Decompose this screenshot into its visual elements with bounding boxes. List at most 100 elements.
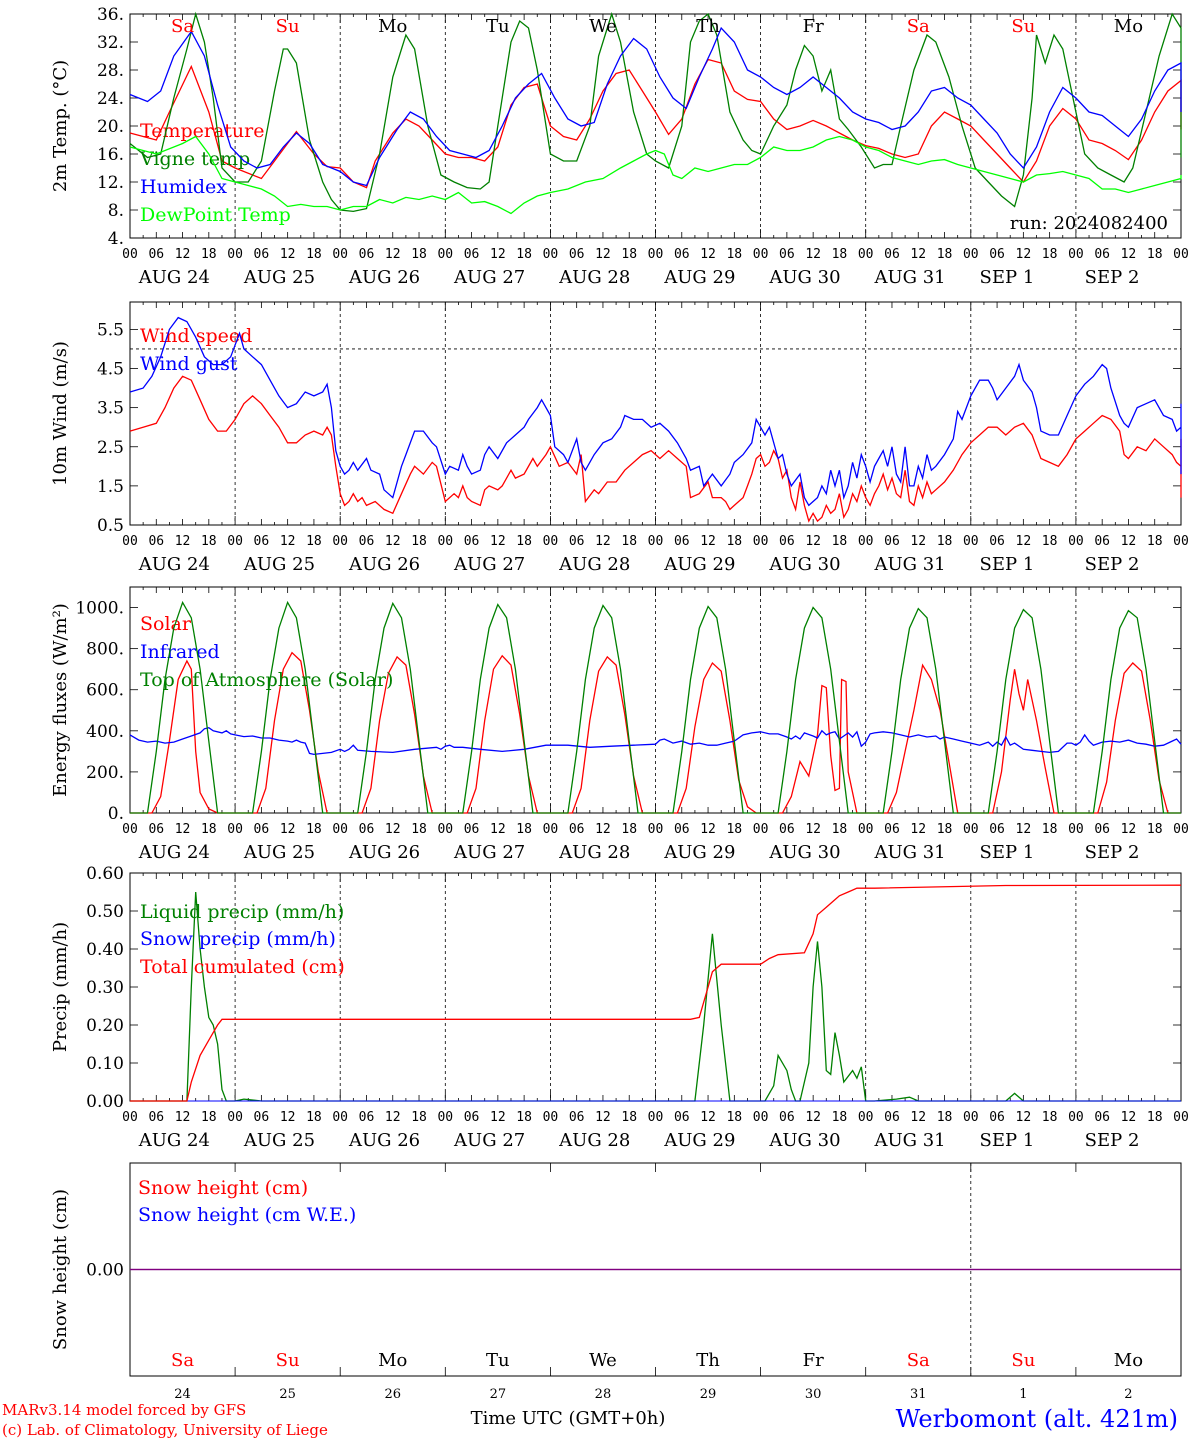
hour-tick-label: 06 bbox=[254, 534, 270, 549]
y-tick-label: 0.20 bbox=[86, 1016, 124, 1036]
weekday-label: Th bbox=[696, 1350, 720, 1371]
hour-tick-label: 00 bbox=[963, 534, 979, 549]
y-axis-label: 2m Temp. (°C) bbox=[50, 60, 71, 192]
hour-tick-label: 18 bbox=[306, 822, 322, 837]
legend-entry-0: Wind speed bbox=[140, 325, 252, 347]
hour-tick-label: 06 bbox=[569, 1110, 585, 1125]
panel-1: 0.5 1.5 2.5 3.5 4.5 5.5 10m Wind (m/s) Wind spe… bbox=[50, 301, 1189, 575]
y-tick-label: 36. bbox=[97, 5, 124, 25]
hour-tick-label: 06 bbox=[989, 1110, 1005, 1125]
hour-tick-label: 12 bbox=[595, 822, 611, 837]
hour-tick-label: 12 bbox=[910, 247, 926, 262]
y-tick-label: 4.5 bbox=[97, 360, 124, 380]
day-number-label: 25 bbox=[279, 1387, 296, 1402]
hour-tick-label: 00 bbox=[332, 1110, 348, 1125]
y-tick-label: 16. bbox=[97, 145, 124, 165]
hour-tick-label: 00 bbox=[753, 534, 769, 549]
y-tick-label: 200. bbox=[86, 763, 124, 783]
date-label: AUG 29 bbox=[663, 842, 735, 863]
weekday-label: Su bbox=[1011, 1350, 1035, 1371]
hour-tick-label: 18 bbox=[726, 247, 742, 262]
legend-entry-1: Snow height (cm W.E.) bbox=[138, 1204, 356, 1226]
hour-tick-label: 12 bbox=[490, 534, 506, 549]
date-label: AUG 29 bbox=[663, 554, 735, 575]
hour-tick-label: 06 bbox=[1094, 534, 1110, 549]
hour-tick-label: 18 bbox=[621, 247, 637, 262]
weekday-label: Tu bbox=[486, 16, 510, 37]
day-number-label: 26 bbox=[384, 1387, 401, 1402]
hour-tick-label: 12 bbox=[805, 822, 821, 837]
legend-entry-0: Temperature bbox=[140, 120, 264, 142]
hour-tick-label: 12 bbox=[595, 534, 611, 549]
hour-tick-label: 00 bbox=[122, 534, 138, 549]
hour-tick-label: 18 bbox=[201, 822, 217, 837]
y-tick-label: 0.5 bbox=[97, 516, 124, 536]
y-tick-label: 600. bbox=[86, 681, 124, 701]
hour-tick-label: 12 bbox=[700, 534, 716, 549]
hour-tick-label: 18 bbox=[1042, 1110, 1058, 1125]
hour-tick-label: 12 bbox=[1016, 247, 1032, 262]
y-axis-label: Precip (mm/h) bbox=[50, 922, 71, 1052]
date-label: AUG 28 bbox=[558, 842, 630, 863]
footer-xlabel: Time UTC (GMT+0h) bbox=[471, 1408, 666, 1429]
y-tick-label: 0. bbox=[108, 804, 124, 824]
legend-entry-1: Snow precip (mm/h) bbox=[140, 928, 336, 950]
hour-tick-label: 18 bbox=[726, 822, 742, 837]
date-label: AUG 29 bbox=[663, 267, 735, 288]
date-label: AUG 24 bbox=[138, 554, 210, 575]
hour-tick-label: 18 bbox=[621, 534, 637, 549]
hour-tick-label: 06 bbox=[569, 822, 585, 837]
hour-tick-label: 12 bbox=[910, 822, 926, 837]
y-tick-label: 0.10 bbox=[86, 1054, 124, 1074]
y-tick-label: 5.5 bbox=[97, 320, 124, 340]
hour-tick-label: 18 bbox=[306, 1110, 322, 1125]
weekday-label: Mo bbox=[378, 16, 407, 37]
hour-tick-label: 12 bbox=[280, 1110, 296, 1125]
date-label: AUG 26 bbox=[348, 1130, 420, 1151]
hour-tick-label: 00 bbox=[753, 1110, 769, 1125]
credit-line-1: MARv3.14 model forced by GFS bbox=[2, 1401, 246, 1419]
day-number-label: 1 bbox=[1019, 1387, 1027, 1402]
hour-tick-label: 06 bbox=[148, 247, 164, 262]
hour-tick-label: 12 bbox=[805, 247, 821, 262]
date-label: AUG 30 bbox=[768, 267, 840, 288]
hour-tick-label: 18 bbox=[411, 247, 427, 262]
hour-tick-label: 18 bbox=[832, 534, 848, 549]
legend-entry-1: Wind gust bbox=[140, 353, 238, 375]
hour-tick-label: 12 bbox=[1016, 822, 1032, 837]
hour-tick-label: 00 bbox=[858, 534, 874, 549]
hour-tick-label: 18 bbox=[201, 1110, 217, 1125]
station-label: Werbomont (alt. 421m) bbox=[896, 1405, 1178, 1433]
hour-tick-label: 06 bbox=[359, 822, 375, 837]
hour-tick-label: 12 bbox=[805, 1110, 821, 1125]
weekday-label: Sa bbox=[171, 16, 194, 37]
hour-tick-label: 06 bbox=[359, 534, 375, 549]
hour-tick-label: 18 bbox=[411, 1110, 427, 1125]
hour-tick-label: 00 bbox=[543, 534, 559, 549]
series-line-0 bbox=[129, 375, 1182, 523]
hour-tick-label: 12 bbox=[385, 247, 401, 262]
hour-tick-label: 00 bbox=[122, 1110, 138, 1125]
date-label: SEP 2 bbox=[1085, 1130, 1140, 1151]
hour-tick-label: 06 bbox=[1094, 247, 1110, 262]
hour-tick-label: 12 bbox=[1121, 534, 1137, 549]
hour-tick-label: 18 bbox=[726, 1110, 742, 1125]
hour-tick-label: 12 bbox=[490, 822, 506, 837]
hour-tick-label: 18 bbox=[621, 1110, 637, 1125]
hour-tick-label: 12 bbox=[595, 1110, 611, 1125]
run-label: run: 2024082400 bbox=[1010, 213, 1168, 234]
hour-tick-label: 12 bbox=[490, 247, 506, 262]
hour-tick-label: 12 bbox=[1121, 1110, 1137, 1125]
y-axis-label: Snow height (cm) bbox=[50, 1189, 71, 1350]
weekday-label: Th bbox=[696, 16, 720, 37]
date-label: AUG 25 bbox=[243, 554, 315, 575]
hour-tick-label: 18 bbox=[937, 534, 953, 549]
hour-tick-label: 18 bbox=[201, 247, 217, 262]
hour-tick-label: 06 bbox=[359, 1110, 375, 1125]
date-label: AUG 29 bbox=[663, 1130, 735, 1151]
weekday-label: Sa bbox=[907, 1350, 930, 1371]
hour-tick-label: 00 bbox=[753, 247, 769, 262]
weekday-label: Su bbox=[1011, 16, 1035, 37]
date-label: AUG 24 bbox=[138, 267, 210, 288]
series-line-1 bbox=[129, 726, 1182, 756]
